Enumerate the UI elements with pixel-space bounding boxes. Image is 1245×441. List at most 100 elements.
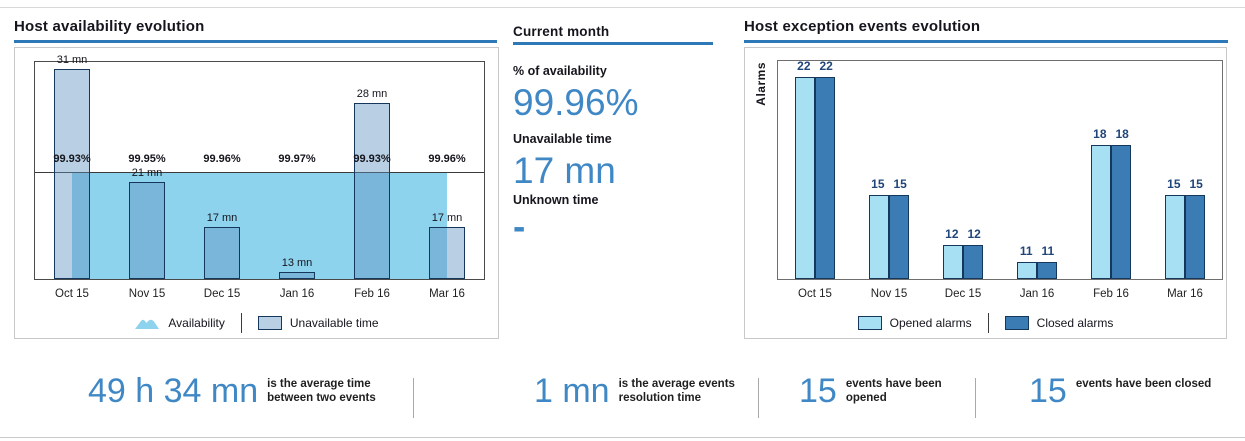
unavailable-time-value: 17 mn — [513, 150, 616, 191]
stat-label-line1: is the average time — [267, 378, 371, 390]
stat-label-line1: events have been closed — [1075, 378, 1212, 390]
closed-alarms-count: 11 — [1041, 244, 1055, 258]
unavailable-minutes-label: 21 mn — [131, 167, 163, 179]
stat-label-line1: events have been — [845, 378, 942, 390]
x-axis-month-label: Oct 15 — [55, 288, 89, 300]
closed-alarms-bar[interactable] — [889, 195, 909, 279]
x-axis-month-label: Dec 15 — [203, 288, 241, 300]
unknown-time-label: Unknown time — [513, 193, 599, 207]
x-axis-month-label: Feb 16 — [1093, 288, 1129, 300]
stat-label: is the average events resolution time — [619, 377, 735, 406]
unavailable-time-bar[interactable] — [129, 182, 165, 279]
opened-alarms-bar[interactable] — [943, 245, 963, 279]
opened-alarms-count: 11 — [1019, 244, 1033, 258]
stat-label: events have been closed — [1076, 377, 1212, 391]
legend-availability-label: Availability — [168, 316, 225, 330]
alarm-count-labels: 18 18 — [1071, 127, 1151, 141]
opened-alarms-count: 15 — [1167, 177, 1181, 191]
events-plot: 22 22 Oct 15 15 15 Nov 15 12 12 Dec 15 11 11 Jan 16… — [775, 59, 1223, 300]
bottom-divider — [0, 437, 1245, 438]
stat-label-line2: opened — [845, 392, 887, 405]
closed-alarms-count: 15 — [893, 177, 907, 191]
x-axis-month-label: Dec 15 — [944, 288, 982, 300]
alarm-count-labels: 12 12 — [923, 227, 1003, 241]
legend-item-availability[interactable]: Availability — [134, 315, 225, 331]
current-month-title-underline — [513, 42, 713, 45]
availability-percent-label: 99.93% — [53, 153, 91, 165]
availability-area-icon — [135, 319, 160, 329]
legend-item-opened-alarms[interactable]: Opened alarms — [857, 316, 972, 330]
unknown-time-value: - — [513, 206, 526, 247]
unavailable-minutes-label: 17 mn — [431, 212, 463, 224]
closed-alarms-count: 12 — [967, 227, 981, 241]
closed-alarms-count: 22 — [819, 59, 833, 73]
events-legend: Opened alarms Closed alarms — [745, 313, 1226, 333]
unavailable-minutes-label: 31 mn — [56, 54, 88, 66]
closed-alarms-bar[interactable] — [815, 77, 835, 279]
unavailable-time-bar[interactable] — [54, 69, 90, 279]
x-axis-month-label: Oct 15 — [798, 288, 832, 300]
summary-stats: 49 h 34 mn is the average time between tw… — [0, 372, 1245, 424]
closed-alarms-swatch-icon — [1004, 316, 1029, 330]
unavailable-time-bar[interactable] — [204, 227, 240, 279]
legend-item-unavailable[interactable]: Unavailable time — [257, 316, 379, 330]
opened-alarms-bar[interactable] — [1165, 195, 1185, 279]
x-axis-month-label: Nov 15 — [870, 288, 908, 300]
alarms-axis-label: Alarms — [754, 62, 768, 106]
availability-percent-label: 99.95% — [128, 153, 166, 165]
unavailable-minutes-label: 13 mn — [281, 257, 313, 269]
closed-alarms-bar[interactable] — [963, 245, 983, 279]
unavailable-time-bar[interactable] — [354, 103, 390, 279]
stats-separator — [758, 378, 759, 418]
availability-percent-label: 99.97% — [278, 153, 316, 165]
stat-value: 49 h 34 mn — [88, 372, 259, 410]
legend-unavailable-label: Unavailable time — [289, 316, 379, 330]
stat-events-opened: 15 events have been opened — [799, 372, 942, 411]
stat-value: 1 mn — [534, 372, 610, 410]
x-axis-month-label: Mar 16 — [429, 288, 465, 300]
alarm-count-labels: 22 22 — [775, 59, 855, 73]
closed-alarms-bar[interactable] — [1185, 195, 1205, 279]
availability-percent-label: 99.93% — [353, 153, 391, 165]
closed-alarms-bar[interactable] — [1111, 145, 1131, 279]
events-title: Host exception events evolution — [744, 18, 981, 35]
opened-alarms-swatch-icon — [857, 316, 882, 330]
current-month-title: Current month — [513, 24, 610, 39]
availability-area — [72, 172, 447, 279]
opened-alarms-count: 15 — [871, 177, 885, 191]
availability-baseline — [35, 172, 484, 173]
unavailable-time-bar[interactable] — [279, 272, 315, 279]
opened-alarms-count: 22 — [797, 59, 811, 73]
top-divider — [0, 7, 1245, 8]
opened-alarms-bar[interactable] — [1091, 145, 1111, 279]
stat-label-line2: between two events — [267, 392, 376, 405]
unavailable-time-bar[interactable] — [429, 227, 465, 279]
closed-alarms-bar[interactable] — [1037, 262, 1057, 279]
legend-item-closed-alarms[interactable]: Closed alarms — [1004, 316, 1114, 330]
events-title-underline — [744, 40, 1228, 43]
stat-label-line1: is the average events — [618, 378, 735, 390]
availability-title: Host availability evolution — [14, 18, 205, 35]
stat-label: events have been opened — [846, 377, 942, 406]
events-chart-card: Alarms 22 22 Oct 15 15 15 Nov 15 12 12 Dec 15 11 1… — [744, 47, 1227, 339]
stat-label: is the average time between two events — [267, 377, 376, 406]
alarm-count-labels: 15 15 — [849, 177, 929, 191]
availability-plot: 31 mn 99.93% Oct 15 21 mn 99.95% Nov 15 17 mn 9… — [34, 54, 485, 300]
legend-separator — [987, 313, 989, 333]
opened-alarms-bar[interactable] — [795, 77, 815, 279]
unavailable-time-swatch-icon — [257, 316, 282, 330]
legend-closed-label: Closed alarms — [1036, 316, 1114, 330]
opened-alarms-bar[interactable] — [1017, 262, 1037, 279]
availability-legend: Availability Unavailable time — [15, 313, 498, 333]
stat-value: 15 — [1029, 372, 1067, 410]
x-axis-month-label: Feb 16 — [354, 288, 390, 300]
x-axis-month-label: Jan 16 — [279, 288, 315, 300]
opened-alarms-bar[interactable] — [869, 195, 889, 279]
legend-opened-label: Opened alarms — [889, 316, 972, 330]
availability-percent-value: 99.96% — [513, 82, 639, 123]
stat-value: 15 — [799, 372, 837, 410]
x-axis-month-label: Mar 16 — [1167, 288, 1203, 300]
alarm-count-labels: 11 11 — [997, 244, 1077, 258]
availability-percent-label: 99.96% — [203, 153, 241, 165]
